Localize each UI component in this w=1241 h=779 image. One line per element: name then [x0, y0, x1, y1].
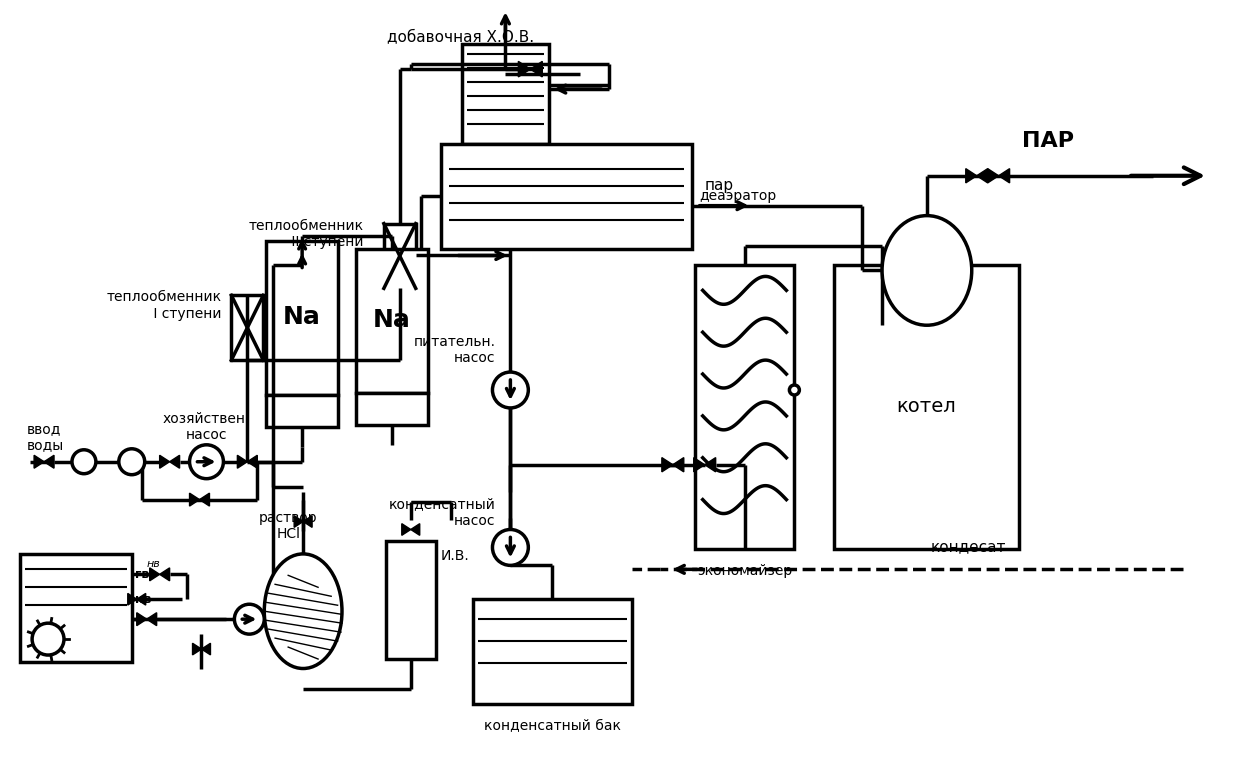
- Text: добавочная Х.О.В.: добавочная Х.О.В.: [387, 30, 534, 44]
- Circle shape: [789, 385, 799, 395]
- Polygon shape: [673, 457, 684, 472]
- Polygon shape: [661, 457, 673, 472]
- Text: конденсатный бак: конденсатный бак: [484, 719, 620, 733]
- Polygon shape: [45, 455, 55, 468]
- Polygon shape: [160, 455, 170, 468]
- Ellipse shape: [882, 216, 972, 325]
- Text: питательн.
насос: питательн. насос: [413, 335, 495, 365]
- Bar: [20, 555, 132, 662]
- Polygon shape: [201, 643, 211, 655]
- Ellipse shape: [264, 554, 343, 668]
- Circle shape: [190, 445, 223, 478]
- Text: хозяйствен.
насос: хозяйствен. насос: [163, 412, 251, 442]
- Text: кондесат: кондесат: [931, 539, 1006, 555]
- Text: нв: нв: [135, 593, 151, 606]
- Bar: [441, 144, 691, 249]
- Polygon shape: [128, 594, 137, 605]
- Polygon shape: [519, 62, 530, 77]
- Text: Na: Na: [372, 308, 411, 333]
- Polygon shape: [160, 568, 170, 581]
- Text: И.В.: И.В.: [441, 549, 469, 563]
- Bar: [231, 295, 263, 360]
- Text: ввод
воды: ввод воды: [27, 421, 65, 452]
- Circle shape: [493, 372, 529, 408]
- Bar: [386, 541, 436, 659]
- Text: гв: гв: [135, 568, 149, 581]
- Polygon shape: [705, 457, 716, 472]
- Polygon shape: [237, 455, 247, 468]
- Circle shape: [493, 530, 529, 566]
- Text: раствор
HCl: раствор HCl: [259, 511, 318, 541]
- Polygon shape: [530, 62, 542, 77]
- Bar: [356, 249, 428, 393]
- Circle shape: [32, 623, 65, 655]
- Polygon shape: [303, 516, 311, 527]
- Bar: [473, 599, 632, 704]
- Polygon shape: [146, 613, 156, 626]
- Bar: [356, 393, 428, 425]
- Text: пар: пар: [705, 178, 735, 193]
- Polygon shape: [411, 523, 419, 535]
- Polygon shape: [192, 643, 201, 655]
- Polygon shape: [150, 568, 160, 581]
- Text: деаэратор: деаэратор: [700, 189, 777, 203]
- Polygon shape: [137, 594, 145, 605]
- Polygon shape: [694, 457, 705, 472]
- Circle shape: [119, 449, 145, 474]
- Text: теплообменник
 I ступени: теплообменник I ступени: [107, 291, 221, 320]
- Bar: [267, 241, 338, 395]
- Polygon shape: [977, 168, 988, 183]
- Polygon shape: [294, 516, 303, 527]
- Bar: [834, 266, 1019, 549]
- Polygon shape: [988, 168, 999, 183]
- Text: экономайзер: экономайзер: [697, 564, 792, 578]
- Polygon shape: [402, 523, 411, 535]
- Polygon shape: [170, 455, 180, 468]
- Polygon shape: [200, 493, 210, 506]
- Bar: [267, 395, 338, 427]
- Text: конденсатный
насос: конденсатный насос: [388, 498, 495, 527]
- Polygon shape: [999, 168, 1010, 183]
- Bar: [695, 266, 794, 549]
- Text: теплообменник
 II ступени: теплообменник II ступени: [248, 219, 364, 249]
- Text: нв: нв: [146, 559, 160, 569]
- Polygon shape: [247, 455, 257, 468]
- Polygon shape: [965, 168, 977, 183]
- Circle shape: [235, 605, 264, 634]
- Polygon shape: [34, 455, 45, 468]
- Polygon shape: [137, 613, 146, 626]
- Text: Na: Na: [283, 305, 321, 330]
- Text: ПАР: ПАР: [1023, 131, 1075, 151]
- Polygon shape: [190, 493, 200, 506]
- Bar: [462, 44, 550, 144]
- Bar: [383, 224, 416, 288]
- Circle shape: [72, 449, 96, 474]
- Text: котел: котел: [896, 397, 956, 417]
